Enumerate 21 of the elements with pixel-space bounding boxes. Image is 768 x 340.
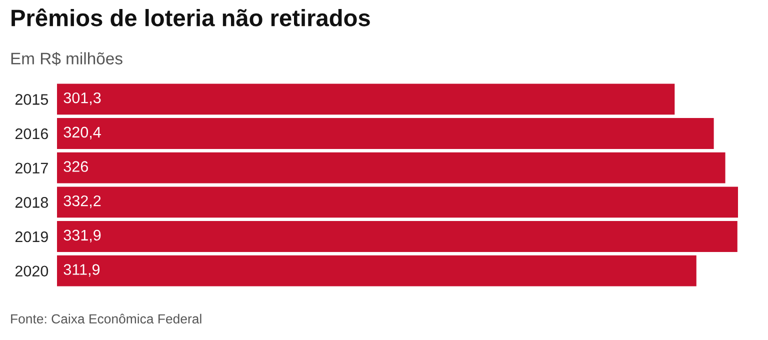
y-tick-label: 2020 [15, 266, 48, 277]
y-tick-label: 2017 [15, 162, 48, 174]
bar [57, 221, 738, 252]
bar [57, 118, 714, 149]
bar [57, 255, 696, 286]
chart-subtitle: Em R$ milhões [11, 52, 122, 66]
bar [57, 152, 726, 184]
chart-title: Prêmios de loteria não retirados [12, 8, 370, 26]
source-note: Fonte: Caixa Econômica Federal [11, 314, 202, 324]
data-label: 320,4 [64, 126, 101, 140]
data-label: 311,9 [64, 264, 100, 277]
data-label: 326 [64, 161, 88, 172]
bar [57, 84, 675, 115]
bar [57, 186, 738, 218]
y-tick-label: 2015 [15, 94, 48, 105]
y-tick-label: 2019 [15, 231, 48, 242]
data-label: 332,2 [64, 195, 101, 208]
y-tick-label: 2018 [15, 197, 48, 208]
y-tick-label: 2016 [15, 128, 48, 140]
data-label: 331,9 [64, 230, 101, 242]
data-label: 301,3 [64, 92, 101, 106]
